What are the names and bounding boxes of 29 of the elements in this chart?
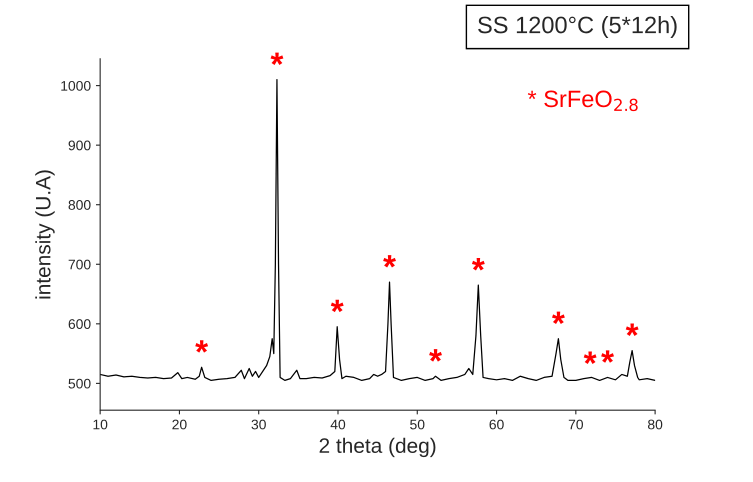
annotation: * (429, 349, 442, 362)
x-tick-label: 50 (410, 420, 424, 430)
x-tick-label: 30 (252, 420, 266, 430)
annotation: * (626, 324, 639, 336)
y-tick-label: 700 (68, 260, 91, 270)
annotation: * (472, 258, 485, 270)
annotation: * (270, 52, 284, 65)
x-tick-label: 10 (93, 420, 108, 430)
x-tick-label: 80 (648, 420, 662, 430)
x-tick-label: 60 (490, 420, 504, 430)
x-tick-label: 40 (330, 420, 346, 430)
annotation: * (584, 352, 597, 364)
x-tick-label: 20 (172, 420, 187, 430)
y-axis-title: intensity (U.A) (35, 170, 55, 299)
y-tick-label: 600 (68, 319, 91, 329)
x-tick-label: 70 (568, 420, 584, 430)
chart-title: SS 1200°C (5*12h) (478, 16, 677, 38)
annotation: * (601, 350, 614, 363)
annotation: * (552, 312, 565, 324)
y-tick-label: 500 (68, 378, 91, 389)
annotation: * (330, 300, 344, 312)
annotation: * (195, 340, 208, 353)
annotation: * SrFeO$_{2.8}$ (528, 90, 638, 112)
x-axis-title: 2 theta (deg) (320, 438, 436, 458)
y-tick-label: 800 (68, 200, 91, 210)
y-tick-label: 1000 (61, 80, 91, 91)
y-tick-label: 900 (68, 140, 91, 150)
line-series (100, 79, 656, 382)
annotation: * (383, 255, 396, 268)
